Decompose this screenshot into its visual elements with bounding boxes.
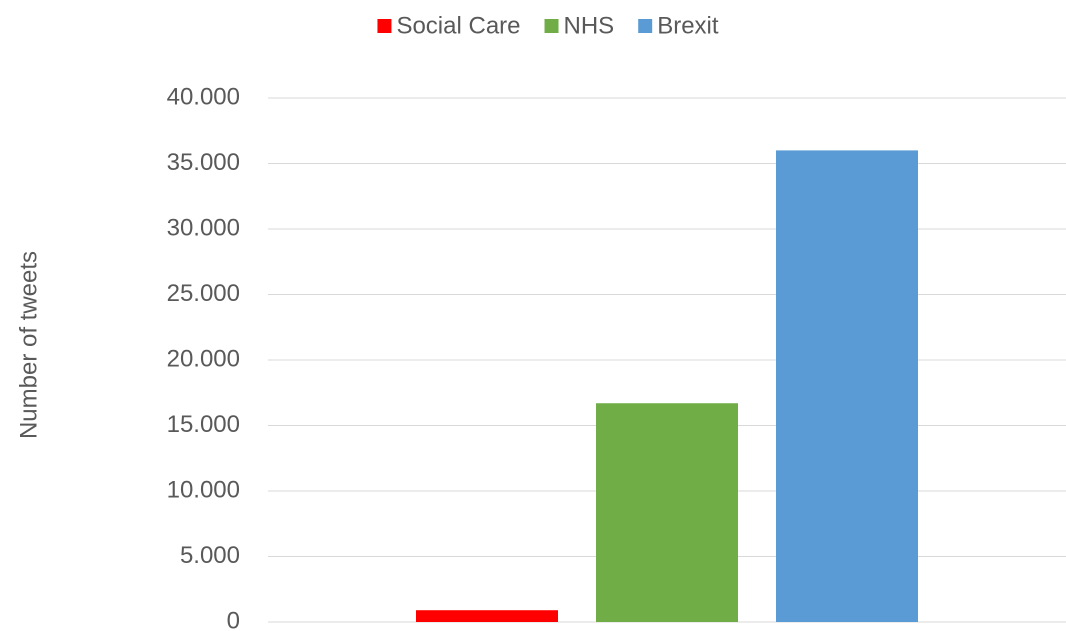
legend-swatch [377,19,392,33]
legend-swatch [544,19,559,33]
legend-label: Brexit [657,12,719,39]
y-tick-label: 5.000 [180,542,240,569]
y-axis-title: Number of tweets [15,251,42,439]
y-tick-label: 15.000 [167,411,240,438]
y-tick-label: 0 [227,607,240,631]
y-tick-label: 10.000 [167,476,240,503]
y-tick-label: 20.000 [167,345,240,372]
y-tick-label: 30.000 [167,214,240,241]
legend-label: NHS [564,12,615,39]
y-tick-label: 25.000 [167,280,240,307]
y-tick-label: 35.000 [167,149,240,176]
legend-swatch [638,19,653,33]
bar [596,403,738,622]
bar [776,150,918,622]
legend: Social Care NHS Brexit [377,12,719,39]
bar [416,610,558,622]
y-tick-label: 40.000 [167,83,240,110]
legend-label: Social Care [396,12,520,39]
